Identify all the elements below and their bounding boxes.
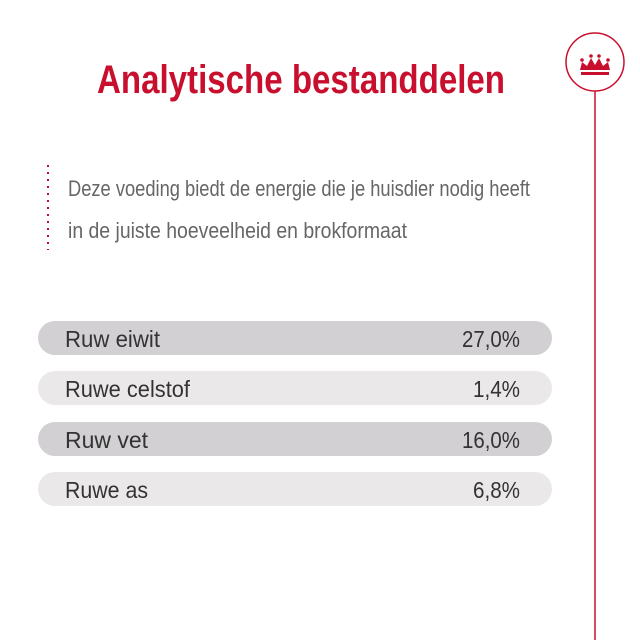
row-value: 27,0% — [462, 326, 520, 352]
description-line: Deze voeding biedt de energie die je hui… — [68, 176, 530, 201]
row-value: 1,4% — [473, 376, 520, 402]
row-label: Ruwe celstof — [65, 376, 191, 402]
title: Analytische bestanddelen — [97, 58, 505, 102]
row-value: 6,8% — [473, 477, 520, 503]
table-row — [38, 321, 552, 355]
table-row — [38, 472, 552, 506]
table-row — [38, 422, 552, 456]
row-label: Ruw eiwit — [65, 326, 161, 352]
brand-emblem — [565, 32, 625, 92]
row-label: Ruw vet — [65, 427, 149, 453]
row-label: Ruwe as — [65, 477, 148, 503]
nutrient-table: Ruw eiwit 27,0% Ruwe celstof 1,4% Ruw vet 16,… — [38, 321, 552, 506]
row-value: 16,0% — [462, 427, 520, 453]
description-line: in de juiste hoeveelheid en brokformaat — [68, 218, 407, 243]
table-row — [38, 371, 552, 405]
